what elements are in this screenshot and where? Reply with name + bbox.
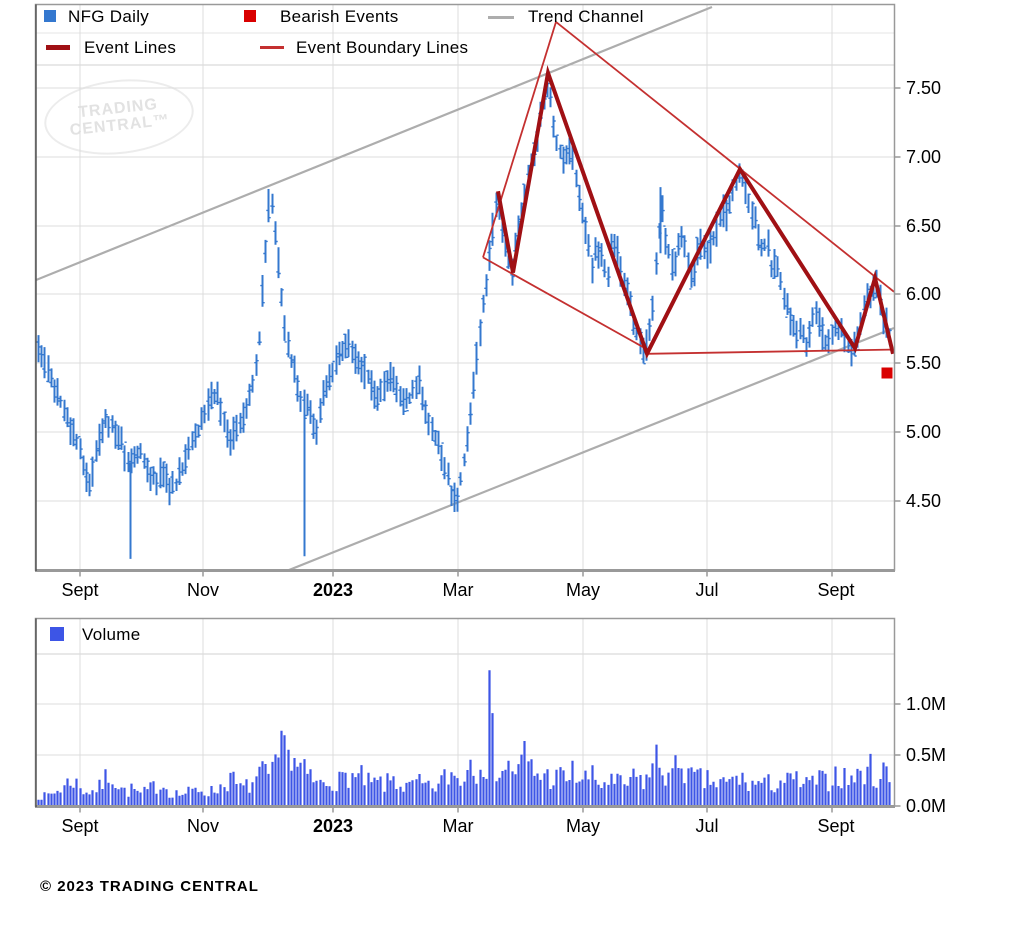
price-ytick-6-00: 6.00 — [906, 284, 942, 304]
price-xtick-2023: 2023 — [312, 580, 354, 600]
price-ytick-5-50: 5.50 — [906, 353, 942, 373]
legend-event-boundary-lines: Event Boundary Lines — [296, 38, 469, 57]
price-openclose-ticks — [36, 82, 892, 502]
event-boundary-lines-swatch-icon — [260, 46, 284, 49]
price-ohlc-bars — [37, 81, 891, 512]
event-lines-swatch-icon — [46, 45, 70, 50]
vol-xtick-mar: Mar — [442, 816, 474, 836]
volume-bars — [37, 670, 891, 806]
vol-xtick-sept2: Sept — [817, 816, 855, 836]
volume-swatch-icon — [50, 627, 64, 641]
price-xtick-sept1: Sept — [61, 580, 99, 600]
legend-volume: Volume — [82, 625, 141, 644]
gridlines — [36, 5, 894, 806]
price-xtick-jul: Jul — [695, 580, 719, 600]
price-xtick-nov: Nov — [186, 580, 219, 600]
legend-nfg-daily: NFG Daily — [68, 7, 150, 26]
bearish-event-marker — [881, 367, 893, 379]
event-lines-path — [496, 65, 895, 359]
trend-channel-lines — [36, 5, 894, 570]
legend-bearish-events: Bearish Events — [280, 7, 399, 26]
copyright-text: © 2023 TRADING CENTRAL — [40, 878, 259, 895]
price-xtick-sept2: Sept — [817, 580, 855, 600]
nfg-daily-swatch-icon — [44, 10, 56, 22]
price-spike-bars — [129, 187, 662, 559]
vol-ytick-0-5m: 0.5M — [906, 745, 947, 765]
vol-ytick-1-0m: 1.0M — [906, 694, 947, 714]
price-ytick-6-50: 6.50 — [906, 216, 942, 236]
vol-xtick-may: May — [565, 816, 600, 836]
price-xtick-may: May — [565, 580, 600, 600]
price-xtick-mar: Mar — [442, 580, 474, 600]
vol-xtick-2023: 2023 — [312, 816, 354, 836]
vol-xtick-sept1: Sept — [61, 816, 99, 836]
bearish-events-swatch-icon — [244, 10, 256, 22]
vol-xtick-jul: Jul — [695, 816, 719, 836]
event-boundary-lines — [482, 21, 894, 355]
price-ytick-4-50: 4.50 — [906, 491, 942, 511]
price-ytick-7-00: 7.00 — [906, 147, 942, 167]
legend-event-lines: Event Lines — [84, 38, 177, 57]
price-ytick-5-00: 5.00 — [906, 422, 942, 442]
axis-tick-marks — [79, 87, 901, 813]
price-ytick-7-50: 7.50 — [906, 78, 942, 98]
legend-trend-channel: Trend Channel — [528, 7, 644, 26]
pane-frames — [34, 3, 896, 808]
vol-ytick-0-0m: 0.0M — [906, 796, 947, 816]
trend-channel-swatch-icon — [488, 16, 514, 19]
vol-xtick-nov: Nov — [186, 816, 219, 836]
